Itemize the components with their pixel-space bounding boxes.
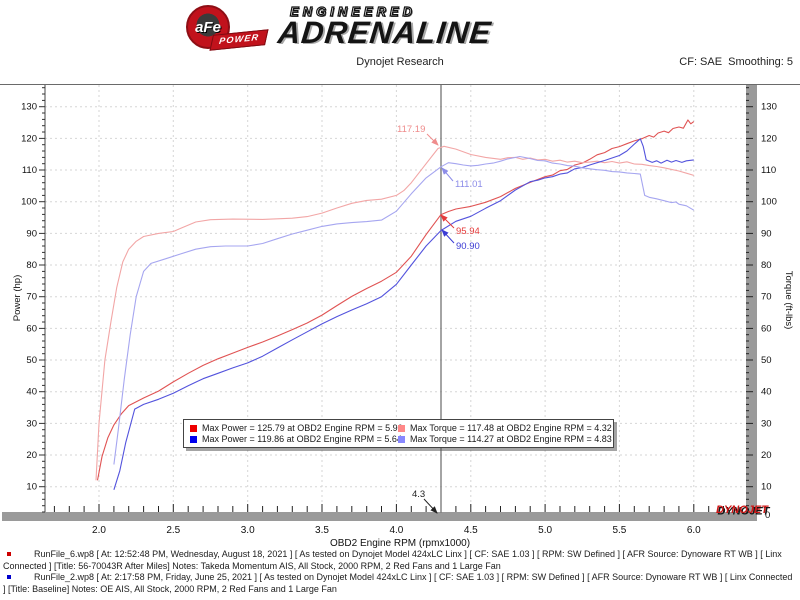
run2-description: RunFile_2.wp8 [ At: 2:17:58 PM, Friday, … [3, 572, 793, 594]
annotation-arrow [440, 214, 455, 229]
legend-swatch-icon [190, 424, 197, 432]
annotation-arrow [423, 498, 438, 514]
left-tick-label: 40 [26, 387, 37, 398]
right-tick-label: 10 [761, 482, 772, 493]
left-tick-label: 30 [26, 418, 37, 429]
legend-swatch-icon [398, 435, 405, 443]
legend-swatch-icon [398, 424, 405, 432]
x-tick-label: 2.0 [92, 525, 106, 536]
left-tick-label: 50 [26, 355, 37, 366]
legend-entry: Max Power = 119.86 at OBD2 Engine RPM = … [190, 434, 402, 444]
legend-label: Max Power = 119.86 at OBD2 Engine RPM = … [202, 434, 402, 444]
left-tick-label: 130 [21, 102, 37, 113]
legend-entry: Max Power = 125.79 at OBD2 Engine RPM = … [190, 423, 403, 433]
torque-curve-run1 [95, 145, 694, 481]
afe-badge-label: aFe [195, 19, 221, 36]
right-tick-label: 110 [761, 165, 776, 176]
run1-description: RunFile_6.wp8 [ At: 12:52:48 PM, Wednesd… [3, 549, 782, 571]
annotation-value: 117.19 [397, 124, 425, 135]
x-tick-label: 6.0 [687, 525, 701, 536]
afe-power-badge-icon: aFe [186, 5, 230, 49]
left-tick-label: 70 [26, 292, 37, 303]
annotation-arrow [426, 133, 439, 146]
right-tick-label: 80 [761, 260, 772, 271]
right-tick-label: 130 [761, 102, 777, 113]
correction-smoothing-label: CF: SAE Smoothing: 5 [679, 56, 793, 68]
x-tick-label: 2.5 [166, 525, 180, 536]
right-tick-label: 30 [761, 418, 772, 429]
legend-entry: Max Torque = 117.48 at OBD2 Engine RPM =… [398, 423, 612, 433]
afe-engineered-adrenaline-logo: aFe POWER ENGINEERED ADRENALINE [150, 2, 620, 52]
annotation-value: 111.01 [455, 179, 483, 190]
left-tick-label: 100 [21, 197, 37, 208]
legend-swatch-icon [190, 435, 197, 443]
annotation-arrow [441, 167, 454, 182]
run1-bullet-icon [7, 552, 11, 556]
right-zero-label: 0 [765, 510, 770, 521]
x-tick-label: 4.5 [464, 525, 478, 536]
x-tick-label: 3.0 [241, 525, 255, 536]
annotation-value: 4.3 [412, 489, 425, 500]
right-tick-label: 90 [761, 228, 772, 239]
left-tick-label: 10 [26, 482, 37, 493]
torque-curve-run2 [113, 155, 695, 465]
y-axis-title-torque: Torque (ft-lbs) [783, 271, 794, 330]
annotation-arrow [441, 229, 455, 244]
y-axis-title-power: Power (hp) [12, 275, 23, 321]
legend-label: Max Power = 125.79 at OBD2 Engine RPM = … [202, 423, 403, 433]
power-curve-run1 [96, 119, 695, 481]
legend-label: Max Torque = 114.27 at OBD2 Engine RPM =… [410, 434, 612, 444]
x-axis-band [2, 512, 757, 521]
report-title: Dynojet Research [356, 56, 444, 68]
header-divider [0, 84, 800, 85]
x-tick-label: 5.0 [538, 525, 552, 536]
annotation-value: 95.94 [456, 226, 480, 237]
left-tick-label: 110 [22, 165, 37, 176]
right-tick-label: 50 [761, 355, 772, 366]
left-tick-label: 80 [26, 260, 37, 271]
annotation-value: 90.90 [456, 241, 480, 252]
left-tick-label: 120 [21, 133, 37, 144]
right-tick-label: 20 [761, 450, 772, 461]
right-tick-label: 100 [761, 197, 777, 208]
legend-entry: Max Torque = 114.27 at OBD2 Engine RPM =… [398, 434, 612, 444]
left-tick-label: 20 [26, 450, 37, 461]
right-tick-label: 60 [761, 323, 772, 334]
dynojet-logo: DYNOJET [716, 504, 768, 516]
legend-label: Max Torque = 117.48 at OBD2 Engine RPM =… [410, 423, 612, 433]
power-curve-run2 [113, 138, 694, 490]
brand-line-engineered: ENGINEERED [289, 3, 416, 19]
chart-legend: Max Power = 125.79 at OBD2 Engine RPM = … [183, 419, 614, 448]
right-tick-label: 120 [761, 133, 777, 144]
right-axis-band [746, 85, 757, 521]
x-tick-label: 4.0 [389, 525, 403, 536]
x-tick-label: 3.5 [315, 525, 329, 536]
run2-bullet-icon [7, 575, 11, 579]
right-tick-label: 70 [761, 292, 772, 303]
right-tick-label: 40 [761, 387, 772, 398]
left-tick-label: 90 [26, 228, 37, 239]
x-tick-label: 5.5 [612, 525, 626, 536]
left-tick-label: 60 [26, 323, 37, 334]
x-axis-title: OBD2 Engine RPM (rpmx1000) [330, 538, 470, 549]
